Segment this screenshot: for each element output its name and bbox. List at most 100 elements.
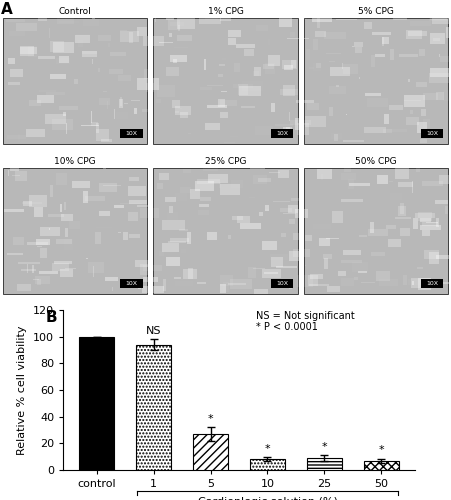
Bar — [178, 24, 180, 31]
Bar — [331, 67, 350, 76]
Bar — [445, 206, 448, 214]
Bar — [234, 62, 240, 72]
Bar — [283, 85, 295, 96]
Bar — [136, 132, 140, 133]
Bar — [8, 58, 14, 64]
Bar — [128, 212, 138, 221]
Bar — [17, 284, 31, 291]
Bar — [96, 226, 112, 228]
Bar — [168, 241, 186, 244]
Bar — [275, 124, 293, 126]
Bar — [334, 134, 338, 140]
Bar — [56, 240, 72, 244]
Bar — [39, 90, 56, 92]
Bar — [343, 250, 361, 256]
Bar — [66, 122, 67, 134]
Bar — [354, 277, 358, 280]
Bar — [120, 129, 143, 138]
Bar — [197, 282, 207, 284]
Text: 50% CPG: 50% CPG — [355, 157, 396, 166]
Bar — [293, 250, 310, 257]
Bar — [398, 182, 414, 188]
Bar — [172, 100, 180, 108]
Bar — [59, 20, 79, 23]
Bar — [375, 54, 385, 58]
Bar — [305, 265, 306, 266]
Bar — [79, 336, 115, 470]
Bar — [289, 220, 295, 224]
Bar — [153, 168, 298, 294]
Bar — [83, 19, 99, 26]
Bar — [304, 18, 448, 144]
Bar — [432, 14, 451, 24]
Bar — [74, 79, 78, 84]
Bar — [412, 114, 432, 124]
Bar — [128, 64, 135, 66]
Bar — [205, 124, 220, 130]
Bar — [244, 49, 254, 56]
Bar — [387, 130, 407, 132]
Bar — [364, 22, 373, 29]
Bar — [26, 130, 45, 136]
Bar — [419, 226, 442, 230]
Bar — [276, 266, 297, 268]
Bar — [93, 266, 94, 278]
Bar — [64, 228, 68, 237]
Bar — [221, 91, 227, 92]
Bar — [415, 213, 436, 218]
Bar — [405, 223, 407, 226]
Bar — [344, 166, 351, 172]
Bar — [386, 225, 396, 229]
Bar — [297, 123, 309, 134]
Bar — [419, 138, 427, 143]
Bar — [241, 106, 254, 108]
Bar — [290, 15, 307, 20]
Bar — [96, 130, 109, 140]
Bar — [383, 128, 392, 133]
Bar — [395, 216, 410, 220]
Bar — [378, 69, 387, 70]
Bar — [266, 63, 275, 74]
Bar — [319, 238, 330, 246]
Bar — [423, 94, 438, 100]
Bar — [430, 68, 451, 78]
Bar — [240, 223, 261, 229]
Bar — [282, 213, 296, 214]
Bar — [32, 266, 34, 273]
Bar — [7, 253, 23, 255]
Y-axis label: Relative % cell viability: Relative % cell viability — [18, 325, 28, 455]
Bar — [443, 223, 451, 224]
Bar — [188, 133, 191, 134]
Bar — [410, 110, 413, 114]
Bar — [313, 38, 318, 50]
Bar — [110, 69, 123, 74]
Bar — [99, 98, 110, 104]
Bar — [408, 79, 410, 82]
Bar — [166, 15, 174, 20]
Bar — [118, 75, 131, 80]
Bar — [376, 271, 390, 280]
Bar — [59, 56, 69, 63]
Bar — [361, 282, 375, 283]
Bar — [313, 224, 331, 230]
Bar — [177, 18, 195, 29]
Text: 10% CPG: 10% CPG — [55, 157, 96, 166]
Bar — [179, 229, 188, 230]
Bar — [37, 278, 41, 284]
Bar — [190, 189, 200, 199]
Bar — [18, 134, 20, 141]
Bar — [282, 60, 297, 69]
Text: 1% CPG: 1% CPG — [207, 6, 244, 16]
Bar — [50, 42, 64, 52]
Bar — [411, 278, 431, 288]
Bar — [155, 11, 156, 22]
Bar — [291, 198, 299, 201]
Bar — [108, 42, 110, 47]
Bar — [435, 200, 448, 204]
Bar — [20, 48, 37, 54]
Bar — [392, 252, 396, 258]
Bar — [364, 460, 399, 470]
Bar — [422, 230, 430, 236]
Bar — [313, 63, 321, 70]
Bar — [238, 266, 246, 271]
